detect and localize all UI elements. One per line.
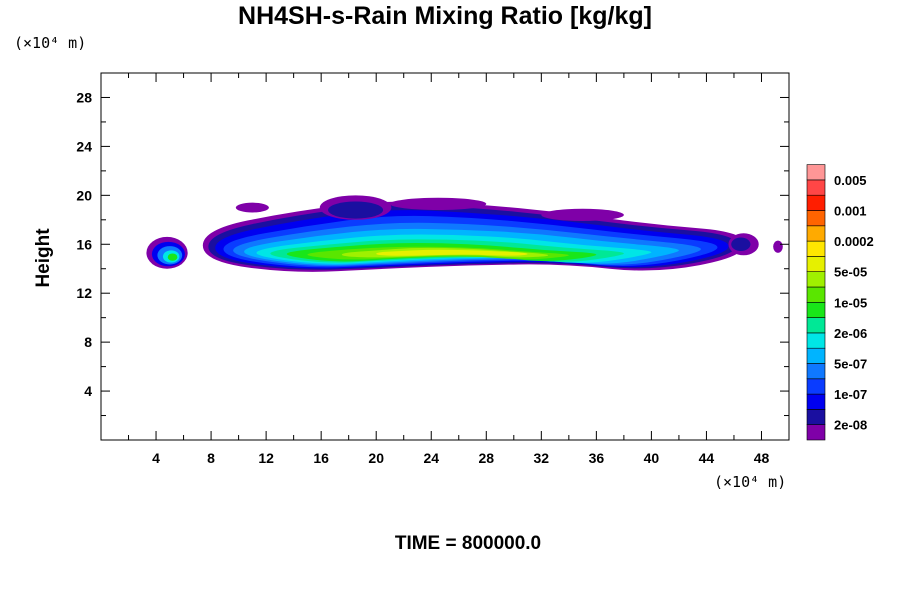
chart-title: NH4SH-s-Rain Mixing Ratio [kg/kg] <box>238 2 652 30</box>
colorbar-swatch <box>806 317 826 334</box>
colorbar-swatch <box>806 286 826 303</box>
y-axis-unit: (×10⁴ m) <box>14 34 86 52</box>
colorbar-swatch <box>806 256 826 272</box>
y-tick-label: 8 <box>84 334 92 350</box>
contour-band <box>376 249 528 256</box>
colorbar-swatch <box>806 194 826 211</box>
colorbar-label: 1e-05 <box>834 295 867 310</box>
colorbar-swatch <box>806 347 826 364</box>
x-tick-label: 20 <box>368 450 384 466</box>
detached-cell <box>731 237 751 251</box>
colorbar-label: 2e-06 <box>834 326 867 341</box>
x-tick-label: 28 <box>478 450 494 466</box>
y-tick-label: 16 <box>76 236 92 252</box>
cloud-wisp <box>389 197 487 211</box>
y-tick-label: 4 <box>84 383 92 399</box>
x-tick-label: 32 <box>534 450 550 466</box>
colorbar-swatch <box>806 240 826 257</box>
x-tick-label: 12 <box>258 450 274 466</box>
colorbar-swatch <box>806 271 826 288</box>
x-tick-label: 4 <box>152 450 160 466</box>
colorbar-swatch <box>806 378 826 395</box>
x-tick-label: 36 <box>589 450 605 466</box>
colorbar-swatch <box>806 164 826 181</box>
y-tick-label: 28 <box>76 89 92 105</box>
x-axis-unit: (×10⁴ m) <box>714 473 786 491</box>
colorbar: 2e-08 1e-07 5e-07 2e-06 1e-05 5e-05 0.0002 0.00… <box>806 164 874 441</box>
colorbar-swatch <box>806 424 826 441</box>
colorbar-swatch <box>806 409 826 425</box>
detached-cell <box>773 240 783 253</box>
detached-cell <box>167 253 178 261</box>
mixing-ratio-field <box>146 195 783 272</box>
colorbar-swatch <box>806 363 826 380</box>
colorbar-label: 5e-07 <box>834 357 867 372</box>
x-tick-label: 40 <box>644 450 660 466</box>
colorbar-swatch <box>806 301 826 318</box>
colorbar-label: 2e-08 <box>834 418 867 433</box>
colorbar-swatch <box>806 225 826 242</box>
x-axis: 4 8 12 16 20 24 28 32 36 40 44 48 <box>128 73 790 466</box>
y-axis-label: Height <box>33 228 54 288</box>
x-tick-label: 16 <box>313 450 329 466</box>
colorbar-swatch <box>806 210 826 227</box>
y-tick-label: 12 <box>76 285 92 301</box>
colorbar-swatch <box>806 332 826 349</box>
x-tick-label: 24 <box>423 450 439 466</box>
colorbar-swatch <box>806 393 826 410</box>
cloud-wisp <box>328 201 384 219</box>
colorbar-label: 1e-07 <box>834 387 867 402</box>
x-tick-label: 8 <box>207 450 215 466</box>
cloud-wisp <box>235 202 269 213</box>
colorbar-label: 0.001 <box>834 204 867 219</box>
colorbar-label: 0.0002 <box>834 234 874 249</box>
colorbar-label: 0.005 <box>834 173 867 188</box>
y-tick-label: 24 <box>76 138 92 154</box>
x-tick-label: 48 <box>754 450 770 466</box>
cloud-wisp <box>541 208 624 222</box>
plot-frame <box>100 72 790 441</box>
x-tick-label: 44 <box>699 450 715 466</box>
time-label: TIME = 800000.0 <box>395 533 541 554</box>
y-tick-label: 20 <box>76 187 92 203</box>
colorbar-swatch <box>806 179 826 196</box>
y-axis: 4 8 12 16 20 24 28 <box>76 72 789 417</box>
colorbar-label: 5e-05 <box>834 265 867 280</box>
